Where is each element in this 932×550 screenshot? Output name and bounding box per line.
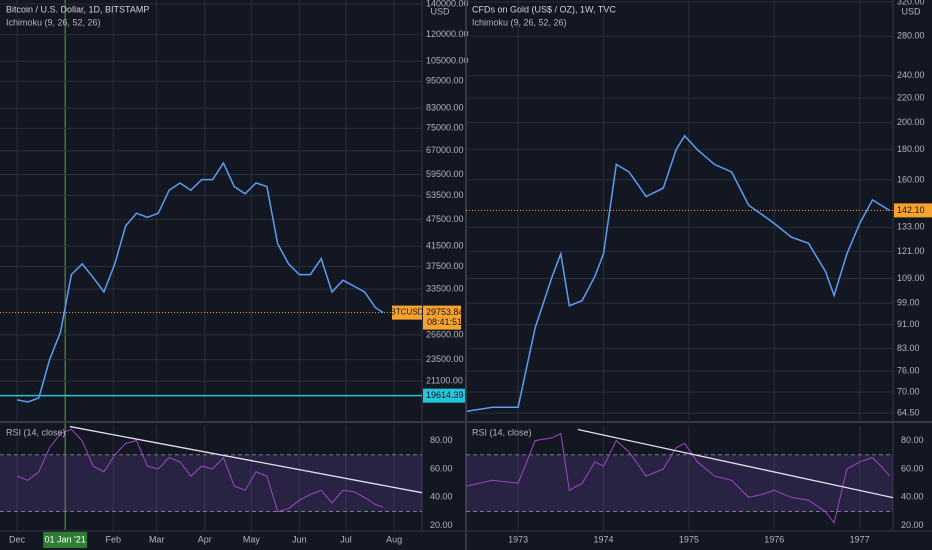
y-tick-label: 76.00: [897, 365, 920, 375]
chart-title: CFDs on Gold (US$ / OZ), 1W, TVC: [472, 4, 616, 14]
x-tick-label: 1976: [764, 534, 784, 544]
y-tick-label: 240.00: [897, 70, 925, 80]
rsi-tick-label: 80.00: [901, 435, 924, 445]
rsi-title: RSI (14, close): [6, 427, 66, 437]
y-tick-label: 140000.00: [426, 0, 469, 8]
rsi-tick-label: 40.00: [901, 492, 924, 502]
x-tick-label: May: [243, 534, 261, 544]
y-tick-label: 99.00: [897, 298, 920, 308]
y-tick-label: 37500.00: [426, 261, 464, 271]
y-tick-label: 41500.00: [426, 241, 464, 251]
y-tick-label: 64.50: [897, 408, 920, 418]
crosshair-label-bg: [43, 532, 88, 548]
hline-label-bg: [423, 388, 465, 403]
symbol-label: BTCUSD: [391, 308, 424, 317]
rsi-band: [0, 454, 422, 512]
x-tick-label: 01 Jan '21: [45, 534, 86, 544]
rsi-tick-label: 40.00: [430, 492, 453, 502]
y-tick-label: 320.00: [897, 0, 925, 6]
last-price-bg: [423, 305, 461, 330]
last-price-label: 29753.84: [426, 307, 464, 317]
x-tick-label: 1977: [850, 534, 870, 544]
y-tick-label: 47500.00: [426, 214, 464, 224]
price-line: [466, 134, 890, 412]
symbol-label-bg: [392, 305, 422, 320]
y-tick-label: 33500.00: [426, 283, 464, 293]
axis-unit: USD: [901, 6, 921, 16]
x-tick-label: Jul: [340, 534, 352, 544]
y-tick-label: 23500.00: [426, 354, 464, 364]
y-tick-label: 200.00: [897, 117, 925, 127]
y-tick-label: 120000.00: [426, 29, 469, 39]
hline-label: 19614.39: [426, 390, 464, 400]
chart-title: Bitcoin / U.S. Dollar, 1D, BITSTAMP: [6, 4, 149, 14]
x-tick-label: 1975: [679, 534, 699, 544]
x-tick-label: Dec: [9, 534, 26, 544]
y-tick-label: 83000.00: [426, 103, 464, 113]
y-tick-label: 21100.00: [426, 375, 463, 385]
rsi-band: [466, 454, 893, 512]
trendline: [69, 425, 423, 494]
y-tick-label: 220.00: [897, 93, 925, 103]
price-line: [16, 161, 384, 403]
indicator-title: Ichimoku (9, 26, 52, 26): [472, 17, 567, 27]
x-tick-label: 1974: [593, 534, 613, 544]
y-tick-label: 59500.00: [426, 169, 464, 179]
rsi-line: [16, 428, 384, 513]
rsi-title: RSI (14, close): [472, 427, 532, 437]
x-tick-label: Jun: [292, 534, 307, 544]
x-tick-label: Apr: [198, 534, 212, 544]
last-price-label: 142.10: [897, 205, 925, 215]
y-tick-label: 105000.00: [426, 56, 469, 66]
y-tick-label: 160.00: [897, 174, 925, 184]
y-tick-label: 26600.00: [426, 329, 464, 339]
y-tick-label: 70.00: [897, 387, 920, 397]
y-tick-label: 75000.00: [426, 123, 464, 133]
y-tick-label: 53500.00: [426, 190, 464, 200]
y-tick-label: 280.00: [897, 31, 925, 41]
y-tick-label: 83.00: [897, 343, 920, 353]
axis-unit: USD: [430, 6, 450, 16]
x-tick-label: Mar: [149, 534, 165, 544]
rsi-tick-label: 60.00: [901, 463, 924, 473]
rsi-line: [466, 432, 890, 525]
y-tick-label: 67000.00: [426, 145, 464, 155]
last-price-bg: [894, 203, 932, 218]
indicator-title: Ichimoku (9, 26, 52, 26): [6, 17, 101, 27]
y-tick-label: 121.00: [897, 246, 925, 256]
rsi-tick-label: 60.00: [430, 463, 453, 473]
y-tick-label: 133.00: [897, 222, 925, 232]
y-tick-label: 95000.00: [426, 76, 464, 86]
rsi-tick-label: 20.00: [901, 520, 924, 530]
y-tick-label: 109.00: [897, 273, 925, 283]
trendline: [577, 428, 894, 499]
rsi-tick-label: 20.00: [430, 520, 453, 530]
x-tick-label: Aug: [386, 534, 402, 544]
rsi-tick-label: 80.00: [430, 435, 453, 445]
y-tick-label: 180.00: [897, 144, 925, 154]
x-tick-label: 1973: [508, 534, 528, 544]
y-tick-label: 91.00: [897, 319, 920, 329]
countdown: 08:41:51: [427, 317, 462, 327]
x-tick-label: Feb: [105, 534, 121, 544]
